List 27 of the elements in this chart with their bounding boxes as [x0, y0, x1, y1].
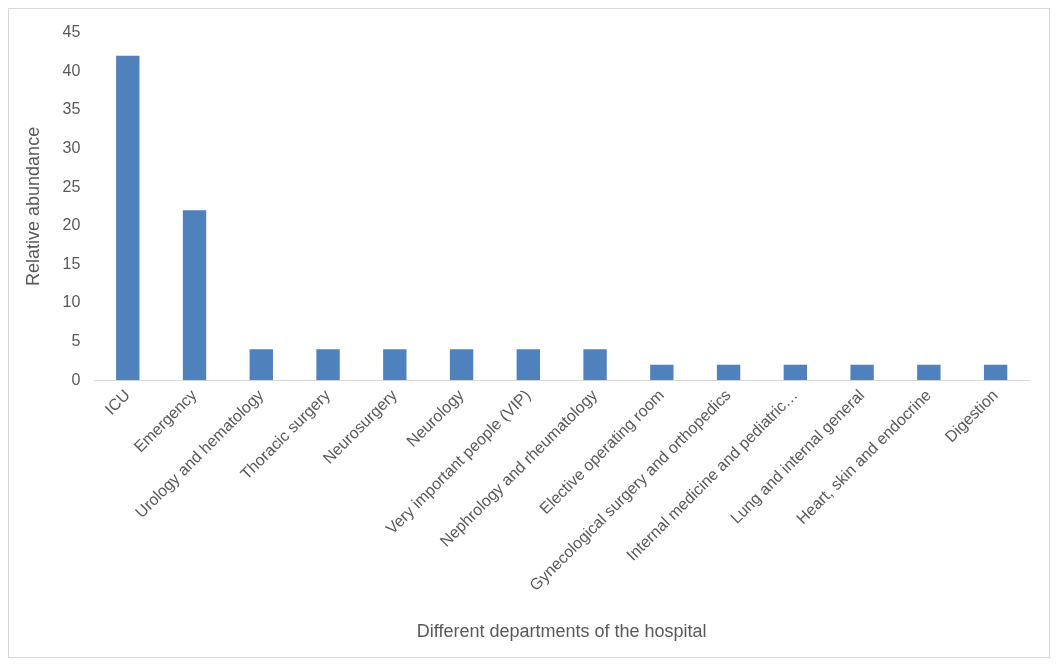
- y-tick-label: 20: [62, 216, 81, 234]
- bar: [116, 55, 140, 381]
- bar: [583, 349, 607, 381]
- y-tick-label: 15: [62, 254, 81, 272]
- y-tick-label: 30: [62, 138, 81, 156]
- y-tick-label: 25: [62, 177, 81, 195]
- bar: [249, 349, 273, 381]
- bar: [783, 364, 808, 381]
- y-tick-label: 45: [62, 23, 81, 41]
- x-axis-title: Different departments of the hospital: [416, 621, 707, 642]
- bar: [449, 349, 474, 381]
- y-tick-label: 40: [62, 61, 81, 79]
- bar: [983, 364, 1008, 381]
- y-tick-label: 5: [71, 332, 81, 350]
- bar: [716, 364, 741, 381]
- y-axis-title: Relative abundance: [22, 126, 43, 286]
- bar: [516, 349, 540, 381]
- bar: [650, 364, 674, 381]
- y-tick-label: 0: [71, 370, 81, 388]
- bar: [316, 349, 340, 381]
- x-tick-label: ICU: [101, 386, 134, 418]
- bar: [917, 364, 941, 381]
- y-tick-label: 35: [62, 100, 81, 118]
- y-tick-label: 10: [62, 293, 81, 311]
- bar: [182, 210, 207, 381]
- bar: [850, 364, 874, 381]
- bar: [383, 349, 407, 381]
